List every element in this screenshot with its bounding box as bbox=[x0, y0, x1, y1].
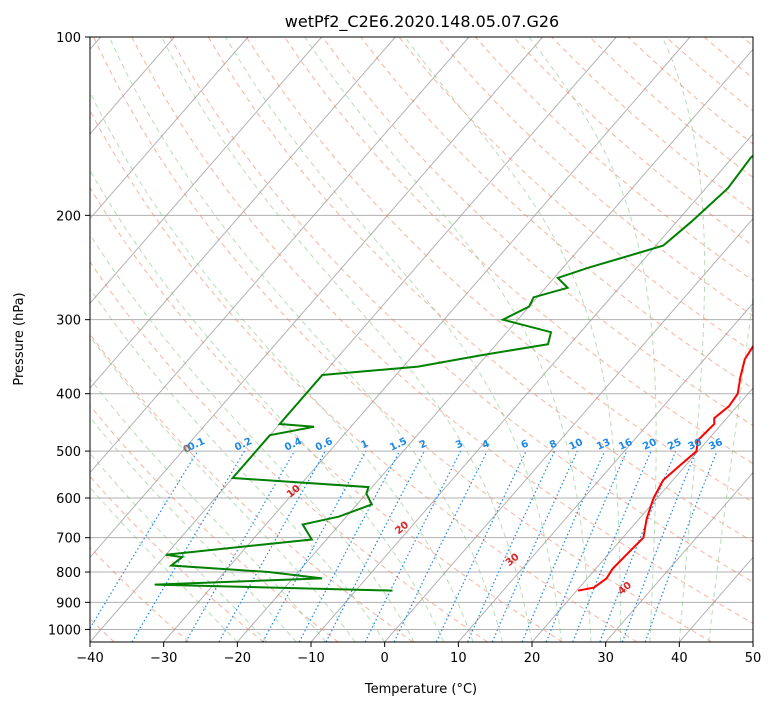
dry-adiabat-line bbox=[90, 186, 563, 642]
mixing-ratio-line bbox=[572, 450, 652, 642]
isotherm-grid bbox=[90, 37, 753, 642]
isotherm-line bbox=[605, 471, 753, 642]
dry-adiabat-line bbox=[131, 37, 753, 624]
moist-adiabat-line bbox=[90, 452, 268, 642]
x-tick-label: −40 bbox=[76, 651, 103, 666]
isotherm-line bbox=[90, 37, 617, 642]
mixing-ratio-line bbox=[521, 450, 606, 642]
x-tick-label: 30 bbox=[597, 651, 614, 666]
mixing-ratio-label: 8 bbox=[548, 438, 559, 451]
isotherm-line bbox=[90, 37, 396, 389]
mixing-ratio-label: 36 bbox=[707, 437, 724, 453]
mixing-ratio-label: 16 bbox=[617, 437, 634, 453]
mixing-ratio-line bbox=[218, 450, 326, 642]
moist-adiabat-line bbox=[304, 37, 592, 642]
mixing-ratio-label: 2 bbox=[418, 438, 429, 451]
x-axis-label: Temperature (°C) bbox=[364, 682, 477, 697]
moist-adiabat-line bbox=[90, 486, 238, 642]
isotherm-line bbox=[90, 37, 323, 305]
y-tick-label: 100 bbox=[56, 31, 81, 46]
mixing-ratio-line bbox=[621, 450, 697, 642]
y-tick-label: 1000 bbox=[48, 623, 81, 638]
y-tick-label: 700 bbox=[56, 532, 81, 547]
dry-adiabat-line bbox=[90, 475, 264, 642]
y-tick-label: 200 bbox=[56, 209, 81, 224]
x-tick-label: 50 bbox=[745, 651, 762, 666]
x-axis-ticks: −40 −30 −20 −10 0 10 20 30 40 50 bbox=[76, 642, 761, 666]
isotherm-line bbox=[90, 37, 470, 474]
moist-adiabat-line bbox=[528, 37, 657, 642]
series-line bbox=[154, 154, 753, 592]
moist-adiabat-line bbox=[90, 287, 386, 642]
y-tick-label: 300 bbox=[56, 314, 81, 329]
moist-adiabat-line bbox=[90, 233, 415, 642]
moist-adiabat-line bbox=[161, 37, 533, 642]
mixing-ratio-line bbox=[90, 450, 199, 630]
moist-adiabat-line bbox=[90, 416, 297, 642]
dry-adiabats bbox=[90, 37, 753, 642]
moist-adiabat-line bbox=[708, 292, 753, 642]
dry-adiabat-line bbox=[284, 37, 753, 465]
y-axis-label: Pressure (hPa) bbox=[12, 292, 27, 385]
mixing-ratio-line bbox=[298, 450, 401, 642]
isotherm-line bbox=[163, 37, 691, 642]
moist-adiabat-line bbox=[404, 37, 621, 642]
x-tick-label: 40 bbox=[671, 651, 688, 666]
dry-adiabat-line bbox=[90, 404, 339, 642]
series-line bbox=[578, 344, 753, 592]
x-tick-label: 10 bbox=[450, 651, 467, 666]
moist-adiabat-line bbox=[90, 169, 445, 642]
dry-adiabat-line bbox=[169, 37, 753, 583]
mixing-ratio-line bbox=[599, 450, 677, 642]
mixing-ratio-label: 30 bbox=[687, 437, 704, 453]
mixing-ratio-label: 25 bbox=[666, 437, 683, 453]
isotherm-line bbox=[531, 387, 753, 642]
isotherm-line bbox=[384, 217, 753, 642]
moist-adiabat-line bbox=[90, 90, 474, 642]
mixing-ratio-line bbox=[364, 450, 462, 642]
dry-adiabat-line bbox=[90, 260, 488, 642]
x-tick-label: −20 bbox=[224, 651, 251, 666]
mixing-ratio-label: 20 bbox=[641, 437, 658, 453]
moist-adiabats bbox=[90, 37, 753, 642]
y-tick-label: 500 bbox=[56, 445, 81, 460]
x-tick-label: 20 bbox=[524, 651, 541, 666]
dry-adiabat-line bbox=[93, 37, 712, 642]
dry-adiabat-line bbox=[90, 109, 638, 642]
y-tick-label: 900 bbox=[56, 596, 81, 611]
isotherm-line bbox=[90, 37, 544, 559]
plot-frame bbox=[89, 36, 754, 643]
y-tick-label: 800 bbox=[56, 566, 81, 581]
y-tick-label: 600 bbox=[56, 492, 81, 507]
chart-title: wetPf2_C2E6.2020.148.05.07.G26 bbox=[285, 12, 559, 32]
x-tick-label: −10 bbox=[297, 651, 324, 666]
mixing-ratio-label: 4 bbox=[481, 438, 492, 451]
moist-adiabat-line bbox=[108, 37, 503, 642]
moist-adiabat-line bbox=[90, 377, 327, 642]
mixing-ratio-label: 3 bbox=[454, 438, 465, 451]
mixing-ratio-line bbox=[491, 450, 578, 642]
dry-adiabat-line bbox=[90, 333, 414, 642]
mixing-ratio-line bbox=[545, 450, 628, 642]
mixing-ratio-line bbox=[644, 450, 718, 642]
y-tick-label: 400 bbox=[56, 388, 81, 403]
moist-adiabat-line bbox=[661, 37, 706, 642]
y-axis-ticks: 100 200 300 400 500 600 700 800 900 1000 bbox=[48, 31, 90, 638]
sounding-series bbox=[154, 154, 753, 592]
mixing-ratio-label: 13 bbox=[595, 437, 612, 453]
mixing-ratio-lines bbox=[90, 450, 718, 642]
mixing-ratio-label: 1 bbox=[359, 438, 370, 451]
x-tick-label: −30 bbox=[150, 651, 177, 666]
mixing-ratio-label: 6 bbox=[520, 438, 531, 451]
dry-adiabat-line bbox=[398, 37, 753, 353]
isotherm-line bbox=[90, 37, 249, 220]
moist-adiabat-line bbox=[225, 37, 562, 642]
x-tick-label: 0 bbox=[381, 651, 389, 666]
isobar-grid bbox=[90, 37, 753, 630]
mixing-ratio-label: 10 bbox=[568, 437, 585, 453]
mixing-ratio-line bbox=[262, 450, 367, 642]
isotherm-line bbox=[236, 48, 753, 642]
